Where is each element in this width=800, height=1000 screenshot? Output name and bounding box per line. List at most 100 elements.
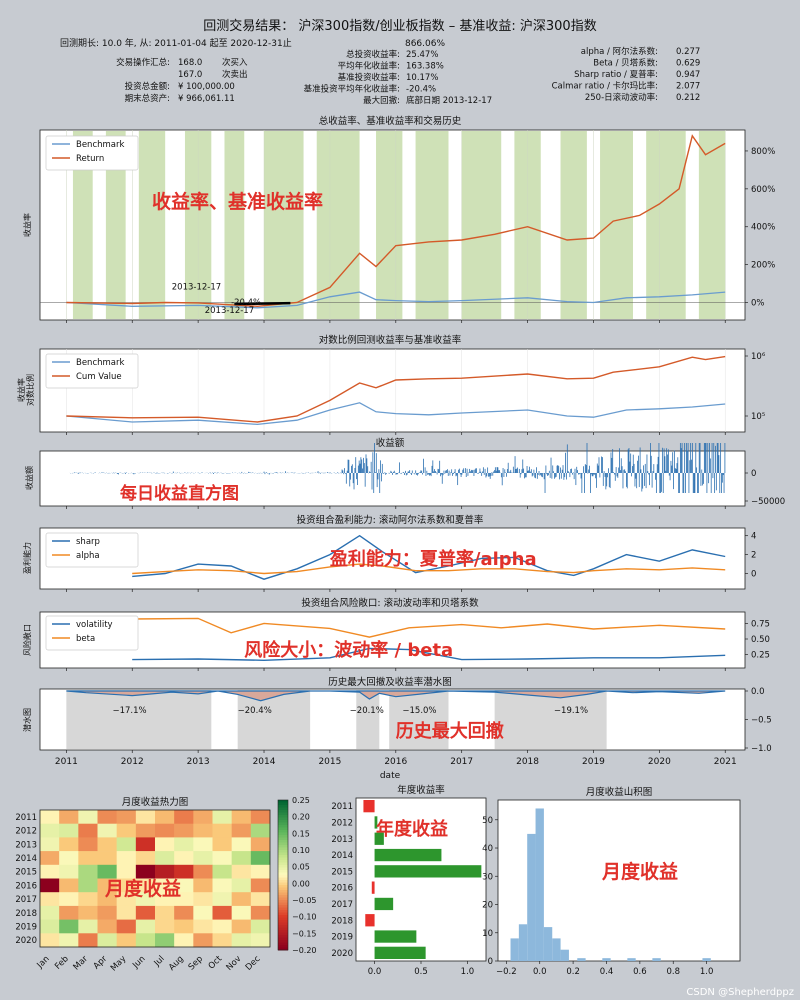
y-tick-label: −0.5 (751, 716, 772, 726)
drawdown-label: −20.1% (350, 706, 384, 716)
sharp-line (132, 534, 726, 580)
colorbar-tick-label: −0.15 (292, 929, 317, 938)
heatmap-cell (78, 919, 98, 934)
annual-return-bar (374, 865, 482, 878)
y-tick-label: 0.50 (751, 635, 770, 645)
x-tick-label: 2021 (714, 757, 737, 767)
x-tick-label: 0.0 (533, 967, 547, 977)
stat-unit: 次卖出 (222, 69, 248, 80)
histogram-bar (518, 924, 528, 961)
annual-return-bar (374, 832, 384, 845)
histogram-bar (652, 958, 661, 961)
colorbar-segment (278, 802, 288, 806)
y-tick-label: 4 (751, 532, 756, 542)
stat-label: 平均年化收益率: (338, 61, 400, 72)
heatmap-cell (250, 933, 271, 948)
heatmap-cell (174, 933, 194, 948)
y-tick-label: 10⁶ (751, 352, 766, 362)
heatmap-cell (250, 810, 271, 824)
colorbar-segment (278, 927, 288, 931)
colorbar-segment (278, 847, 288, 851)
y-tick-label: 0.75 (751, 619, 770, 629)
heatmap-cell (97, 837, 117, 852)
heatmap-cell (250, 919, 271, 934)
stat-label: 总投资收益率: (346, 49, 400, 60)
x-tick-label: 2014 (253, 757, 276, 767)
panel-monthly-histogram: 月度收益山积图 −0.2 0.0 0.2 0.4 0.6 0.8 1.0 0 10 20 30 40 50… (482, 786, 741, 977)
colorbar-segment (278, 942, 288, 946)
heatmap-cell (97, 823, 117, 838)
heatmap-cell (97, 864, 117, 879)
benchmark-line (66, 402, 726, 426)
heatmap-cell (116, 905, 137, 920)
y-tick-label: 30 (482, 872, 493, 882)
legend-label: volatility (76, 620, 113, 630)
y-tick-label: 400% (751, 223, 775, 233)
underwater-area (66, 690, 726, 702)
holding-band (138, 131, 166, 319)
drawdown-value-label: -20.4% (231, 298, 261, 308)
heatmap-frame (39, 809, 271, 948)
drawdown-label: −15.0% (402, 706, 436, 716)
heatmap-cell (193, 905, 213, 920)
heatmap-cell (135, 837, 156, 852)
beta-line (132, 617, 726, 638)
stat-label: Beta / 贝塔系数: (593, 58, 658, 69)
heatmap-cell (155, 837, 175, 852)
heatmap-cell (212, 823, 232, 838)
heatmap-cell (40, 837, 60, 852)
alpha-line (132, 563, 726, 575)
histogram-bar (577, 958, 586, 961)
heatmap-cell (212, 837, 232, 852)
stat-value: 0.629 (676, 59, 700, 69)
y-tick-label: 0% (751, 299, 765, 309)
heatmap-cell (174, 919, 194, 934)
heatmap-col-label: Jun (130, 954, 147, 971)
x-tick-label: 0.4 (600, 967, 614, 977)
colorbar-segment (278, 900, 288, 903)
heatmap-cell (155, 823, 175, 838)
heatmap-cell (97, 892, 117, 907)
heatmap-cell (135, 933, 156, 948)
heatmap-cell (231, 933, 252, 948)
y-tick-label: 0.25 (751, 651, 770, 661)
annual-year-label: 2018 (331, 916, 353, 926)
stat-label: 基准投资收益率: (338, 72, 400, 83)
colorbar-tick-label: 0.25 (292, 796, 310, 805)
colorbar-tick-label: 0.10 (292, 846, 310, 855)
colorbar-segment (278, 852, 288, 856)
drawdown-band (494, 690, 607, 749)
x-tick-label: 0.2 (566, 967, 580, 977)
heatmap-cell (250, 851, 271, 866)
heatmap-cell (116, 919, 137, 934)
y-axis-label: 潜水图 (22, 708, 32, 732)
histogram-bar (527, 833, 536, 961)
y-tick-label: 10⁵ (751, 412, 765, 422)
heatmap-col-label: Mar (72, 954, 91, 973)
colorbar-segment (278, 925, 288, 928)
heatmap-cell (40, 905, 60, 920)
colorbar-frame (277, 799, 289, 951)
stat-value: 底部日期 2013-12-17 (406, 95, 492, 106)
heatmap-cell (40, 878, 60, 893)
chart-annotation-overlay: 历史最大回撤 (396, 720, 504, 742)
watermark: CSDN @Shepherdppz (686, 987, 794, 998)
annual-year-label: 2015 (331, 867, 353, 877)
colorbar-tick-label: 0.15 (292, 829, 310, 838)
colorbar-segment (278, 867, 288, 871)
heatmap-cell (155, 878, 175, 893)
benchmark-line (66, 291, 726, 309)
heatmap-cell (116, 823, 137, 838)
x-tick-label: 1.0 (700, 967, 714, 977)
heatmap-cell (40, 810, 60, 824)
heatmap-cell (231, 864, 252, 879)
panel-title: 投资组合风险敞口: 滚动波动率和贝塔系数 (301, 597, 479, 609)
y-tick-label: 0 (751, 570, 756, 580)
legend-label: Return (76, 154, 104, 164)
heatmap-cell (250, 864, 271, 879)
heatmap-col-label: Jul (152, 954, 167, 969)
heatmap-cell (116, 892, 137, 907)
heatmap-cell (212, 892, 232, 907)
heatmap-cell (116, 851, 137, 866)
